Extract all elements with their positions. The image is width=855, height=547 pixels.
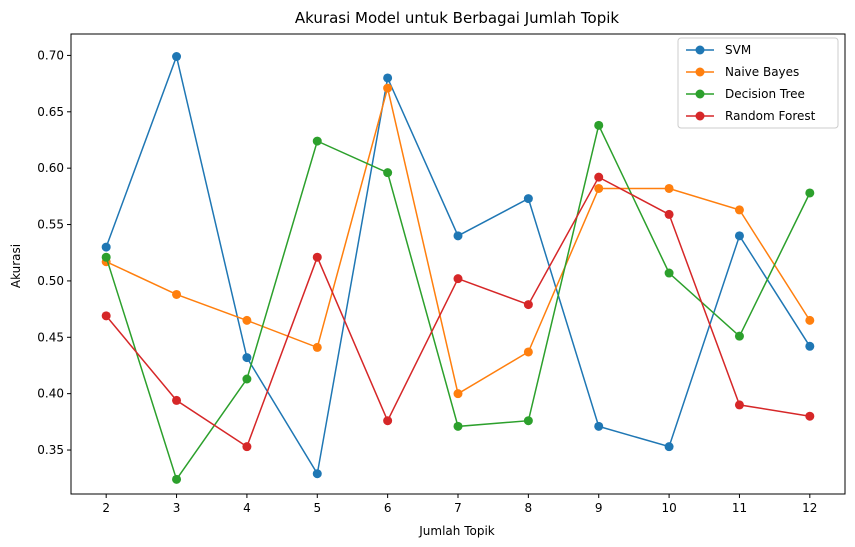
data-point-svm: [805, 341, 815, 351]
series-svm: [101, 52, 815, 479]
data-point-random-forest: [664, 209, 674, 219]
data-point-decision-tree: [805, 188, 815, 198]
data-point-decision-tree: [734, 331, 744, 341]
legend-label: Decision Tree: [725, 87, 805, 101]
data-point-decision-tree: [594, 120, 604, 130]
data-point-svm: [734, 231, 744, 241]
data-point-svm: [453, 231, 463, 241]
legend-label: Naive Bayes: [725, 65, 799, 79]
data-point-svm: [594, 421, 604, 431]
y-tick-label: 0.60: [37, 161, 64, 175]
x-axis: 2 3 4 5 6 7 8 9 10 11 12: [102, 494, 817, 515]
series-random-forest: [101, 172, 815, 452]
legend-item-random-forest: Random Forest: [686, 109, 816, 123]
x-tick-label: 6: [384, 501, 392, 515]
data-point-naive-bayes: [594, 183, 604, 193]
x-tick-label: 7: [454, 501, 462, 515]
data-point-svm: [523, 194, 533, 204]
legend-label: Random Forest: [725, 109, 816, 123]
data-point-random-forest: [734, 400, 744, 410]
data-point-decision-tree: [383, 168, 393, 178]
data-point-random-forest: [101, 311, 111, 321]
data-point-naive-bayes: [664, 183, 674, 193]
x-tick-label: 4: [243, 501, 251, 515]
data-point-decision-tree: [312, 136, 322, 146]
legend-swatch-marker: [695, 89, 705, 99]
data-point-decision-tree: [242, 374, 252, 384]
legend-item-decision-tree: Decision Tree: [686, 87, 805, 101]
y-tick-label: 0.50: [37, 274, 64, 288]
data-point-naive-bayes: [805, 315, 815, 325]
data-point-svm: [101, 242, 111, 252]
x-axis-label: Jumlah Topik: [418, 524, 495, 538]
data-point-naive-bayes: [453, 389, 463, 399]
legend-label: SVM: [725, 43, 751, 57]
data-point-random-forest: [523, 300, 533, 310]
legend-item-naive-bayes: Naive Bayes: [686, 65, 799, 79]
data-point-decision-tree: [523, 416, 533, 426]
y-tick-label: 0.40: [37, 387, 64, 401]
data-point-random-forest: [594, 172, 604, 182]
x-tick-label: 5: [313, 501, 321, 515]
legend-box: [677, 37, 839, 129]
y-axis: 0.35 0.40 0.45 0.50 0.55 0.60 0.65 0.70: [37, 48, 71, 457]
data-point-decision-tree: [664, 268, 674, 278]
data-point-naive-bayes: [523, 347, 533, 357]
legend-swatch-marker: [695, 111, 705, 121]
legend-swatch-marker: [695, 45, 705, 55]
series-layer: [101, 52, 815, 484]
legend: SVM Naive Bayes Decision Tree Random Forest: [677, 37, 839, 129]
data-point-random-forest: [805, 411, 815, 421]
data-point-naive-bayes: [242, 315, 252, 325]
data-point-naive-bayes: [172, 289, 182, 299]
series-decision-tree: [101, 120, 815, 484]
data-point-random-forest: [242, 442, 252, 452]
y-tick-label: 0.45: [37, 330, 64, 344]
data-point-svm: [172, 52, 182, 62]
legend-swatch-marker: [695, 67, 705, 77]
data-point-decision-tree: [172, 474, 182, 484]
x-tick-label: 10: [661, 501, 676, 515]
y-tick-label: 0.70: [37, 48, 64, 62]
y-tick-label: 0.55: [37, 218, 64, 232]
data-point-decision-tree: [453, 421, 463, 431]
chart-title: Akurasi Model untuk Berbagai Jumlah Topi…: [295, 9, 619, 27]
x-tick-label: 3: [173, 501, 181, 515]
y-tick-label: 0.65: [37, 105, 64, 119]
x-tick-label: 12: [802, 501, 817, 515]
legend-item-svm: SVM: [686, 43, 751, 57]
data-point-naive-bayes: [383, 83, 393, 93]
data-point-svm: [312, 469, 322, 479]
data-point-naive-bayes: [734, 205, 744, 215]
series-naive-bayes: [101, 83, 815, 399]
data-point-decision-tree: [101, 252, 111, 262]
x-tick-label: 2: [102, 501, 110, 515]
data-point-random-forest: [312, 252, 322, 262]
data-point-naive-bayes: [312, 342, 322, 352]
data-point-svm: [664, 442, 674, 452]
y-axis-label: Akurasi: [9, 244, 23, 288]
data-point-svm: [383, 73, 393, 83]
data-point-random-forest: [453, 274, 463, 284]
x-tick-label: 11: [732, 501, 747, 515]
series-line-random-forest: [105, 176, 810, 448]
y-tick-label: 0.35: [37, 443, 64, 457]
x-tick-label: 8: [525, 501, 533, 515]
data-point-svm: [242, 353, 252, 363]
data-point-random-forest: [172, 395, 182, 405]
data-point-random-forest: [383, 416, 393, 426]
x-tick-label: 9: [595, 501, 603, 515]
series-line-naive-bayes: [105, 87, 811, 395]
